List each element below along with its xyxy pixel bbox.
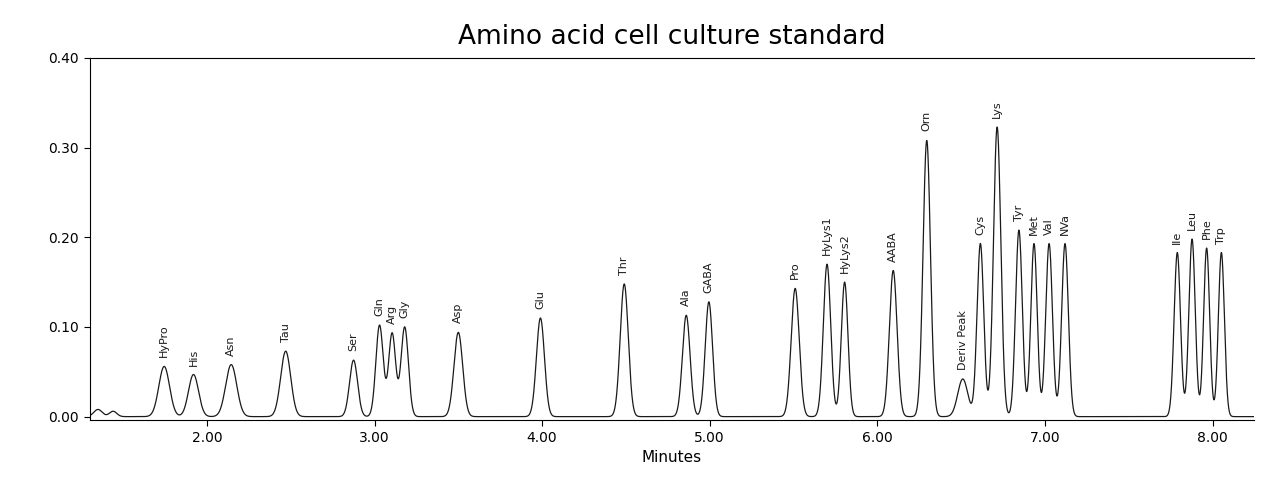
Text: Ile: Ile bbox=[1172, 230, 1183, 243]
Text: HyPro: HyPro bbox=[159, 325, 169, 357]
Text: Pro: Pro bbox=[790, 262, 800, 280]
Text: NVa: NVa bbox=[1060, 213, 1070, 235]
Text: Met: Met bbox=[1029, 213, 1039, 235]
Text: AABA: AABA bbox=[888, 231, 899, 261]
Text: Thr: Thr bbox=[620, 256, 630, 275]
Text: Glu: Glu bbox=[535, 290, 545, 309]
Text: Leu: Leu bbox=[1187, 210, 1197, 230]
Text: Trp: Trp bbox=[1216, 227, 1226, 243]
Text: HyLys1: HyLys1 bbox=[822, 215, 832, 255]
Text: Asp: Asp bbox=[453, 303, 463, 324]
Text: Tyr: Tyr bbox=[1014, 205, 1024, 221]
Text: Arg: Arg bbox=[387, 305, 397, 324]
Text: His: His bbox=[188, 348, 198, 366]
Text: Tau: Tau bbox=[280, 323, 291, 342]
Text: Lys: Lys bbox=[992, 100, 1002, 118]
Text: HyLys2: HyLys2 bbox=[840, 233, 850, 273]
Text: Orn: Orn bbox=[922, 111, 932, 131]
Text: GABA: GABA bbox=[704, 261, 714, 293]
Title: Amino acid cell culture standard: Amino acid cell culture standard bbox=[458, 24, 886, 50]
Text: Cys: Cys bbox=[975, 214, 986, 235]
Text: Asn: Asn bbox=[227, 335, 237, 355]
Text: Ala: Ala bbox=[681, 289, 691, 306]
Text: Ser: Ser bbox=[348, 332, 358, 351]
Text: Phe: Phe bbox=[1202, 218, 1212, 239]
Text: Gly: Gly bbox=[399, 299, 410, 318]
Text: Deriv Peak: Deriv Peak bbox=[957, 310, 968, 370]
Text: Val: Val bbox=[1044, 218, 1055, 235]
Text: Gln: Gln bbox=[375, 298, 384, 316]
X-axis label: Minutes: Minutes bbox=[643, 450, 701, 465]
